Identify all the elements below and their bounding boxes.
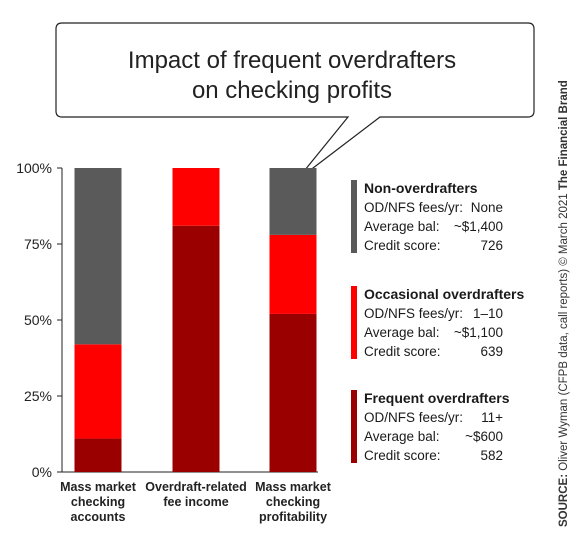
bar-segment — [269, 168, 317, 235]
bar-segment — [74, 168, 122, 345]
x-tick-label: Mass market — [255, 480, 332, 494]
bar-segment — [74, 344, 122, 439]
legend-title: Occasional overdrafters — [364, 286, 525, 302]
x-tick-label: fee income — [163, 495, 228, 509]
legend-title: Non-overdrafters — [364, 180, 478, 196]
x-axis-labels: Mass marketcheckingaccountsOverdraft-rel… — [60, 480, 332, 524]
legend-row: Average bal: ~$600 — [364, 429, 503, 444]
bar-segment — [74, 438, 122, 472]
x-tick-label: Overdraft-related — [145, 480, 246, 494]
legend-row: OD/NFS fees/yr: 11+ — [364, 410, 503, 425]
x-tick-label: accounts — [71, 510, 126, 524]
legend-title: Frequent overdrafters — [364, 390, 510, 406]
legend-row-label: Average bal: — [364, 325, 440, 340]
legend-row-label: Credit score: — [364, 344, 441, 359]
chart-title-line-1: Impact of frequent overdrafters — [128, 47, 456, 74]
legend-row: Average bal: ~$1,100 — [364, 325, 503, 340]
legend-row-label: Average bal: — [364, 219, 440, 234]
title-callout-bubble — [55, 22, 535, 182]
legend-group: Non-overdrafters OD/NFS fees/yr: None Avera… — [351, 180, 503, 255]
source-brand: The Financial Brand — [558, 80, 570, 191]
legend-row: Credit score: 639 — [364, 344, 503, 359]
legend-group: Frequent overdrafters OD/NFS fees/yr: 11+ A… — [351, 390, 509, 465]
legend-row: Credit score: 582 — [364, 448, 503, 463]
source-text: Oliver Wyman (CFPB data, call reports) ©… — [558, 190, 570, 474]
legend-row-value: None — [470, 200, 503, 215]
y-tick-label: 75% — [24, 236, 52, 252]
legend-row-value: ~$1,100 — [453, 325, 503, 340]
bars — [74, 168, 317, 472]
chart-title-line-2: on checking profits — [192, 77, 392, 104]
legend-row-value: 11+ — [481, 410, 503, 425]
legend-row-value: 639 — [480, 344, 503, 359]
legend-row-label: OD/NFS fees/yr: — [364, 200, 464, 215]
legend-row: Average bal: ~$1,400 — [364, 219, 503, 234]
legend-swatch — [351, 180, 357, 253]
legend-row: OD/NFS fees/yr: 1–10 — [364, 306, 503, 321]
x-tick-label: checking — [71, 495, 125, 509]
y-tick-label: 100% — [16, 160, 52, 176]
legend-row-label: OD/NFS fees/yr: — [364, 306, 464, 321]
source-label: SOURCE: — [558, 473, 570, 527]
y-tick-label: 25% — [24, 388, 52, 404]
legend-swatch — [351, 286, 357, 359]
legend-row-label: Average bal: — [364, 429, 440, 444]
legend-row-label: Credit score: — [364, 238, 441, 253]
legend-row-value: ~$600 — [465, 429, 503, 444]
x-tick-label: checking — [266, 495, 320, 509]
bar-segment — [269, 234, 317, 314]
legend-group: Occasional overdrafters OD/NFS fees/yr: 1–… — [351, 286, 524, 361]
bar-segment — [172, 168, 220, 226]
x-tick-label: Mass market — [60, 480, 137, 494]
y-tick-label: 50% — [24, 312, 52, 328]
legend-row-label: Credit score: — [364, 448, 441, 463]
x-tick-label: profitability — [259, 510, 327, 524]
legend-row-label: OD/NFS fees/yr: — [364, 410, 464, 425]
bar-segment — [269, 313, 317, 472]
legend-row-value: 1–10 — [472, 306, 503, 321]
legend-row-value: 726 — [480, 238, 503, 253]
legend-row-value: ~$1,400 — [453, 219, 503, 234]
legend-swatch — [351, 390, 357, 463]
legend-row-value: 582 — [480, 448, 503, 463]
legend-row: OD/NFS fees/yr: None — [364, 200, 503, 215]
bar-segment — [172, 225, 220, 472]
y-tick-label: 0% — [32, 464, 52, 480]
source-note: SOURCE: Oliver Wyman (CFPB data, call re… — [558, 17, 570, 527]
legend-row: Credit score: 726 — [364, 238, 503, 253]
